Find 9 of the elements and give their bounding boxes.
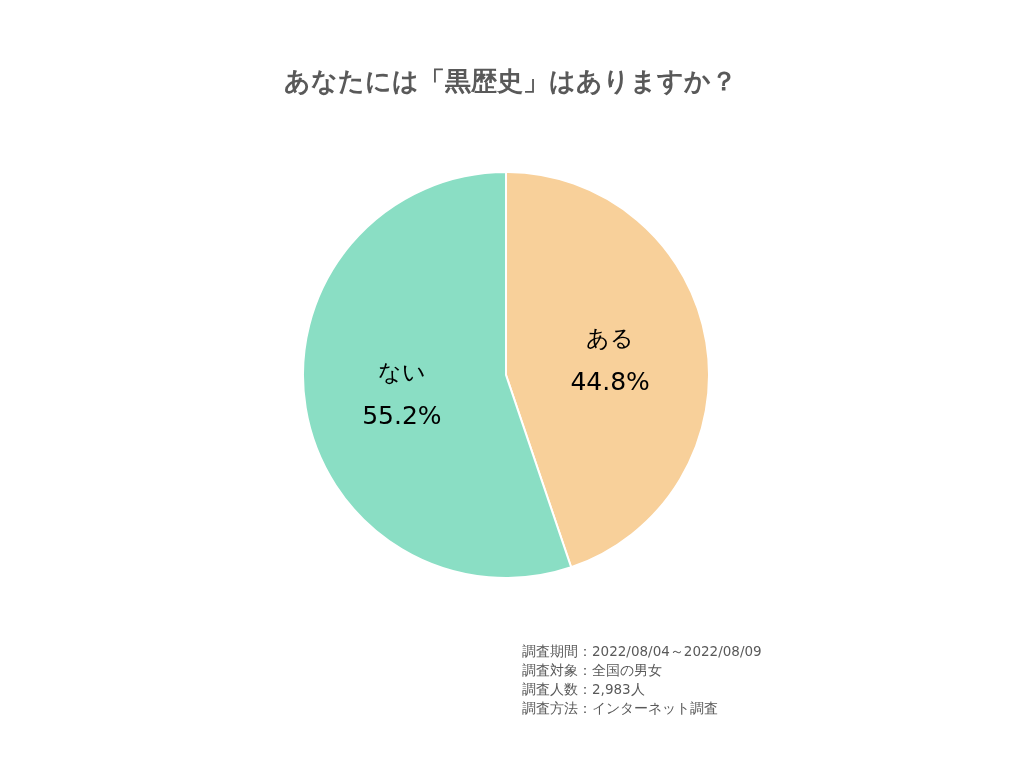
text: 調査人数：2,983人 [522,681,645,697]
text: 調査方法：インターネット調査 [522,700,718,716]
text: 調査期間：2022/08/04～2022/08/09 [522,643,762,659]
text: 調査対象：全国の男女 [522,662,662,678]
slice-label: ある [586,324,635,351]
data-label: 55.2% [362,401,442,431]
chart-title: あなたには「黒歴史」はありますか？ [283,66,737,96]
slice-label: ない [377,359,426,386]
data-label: 44.8% [570,366,650,396]
